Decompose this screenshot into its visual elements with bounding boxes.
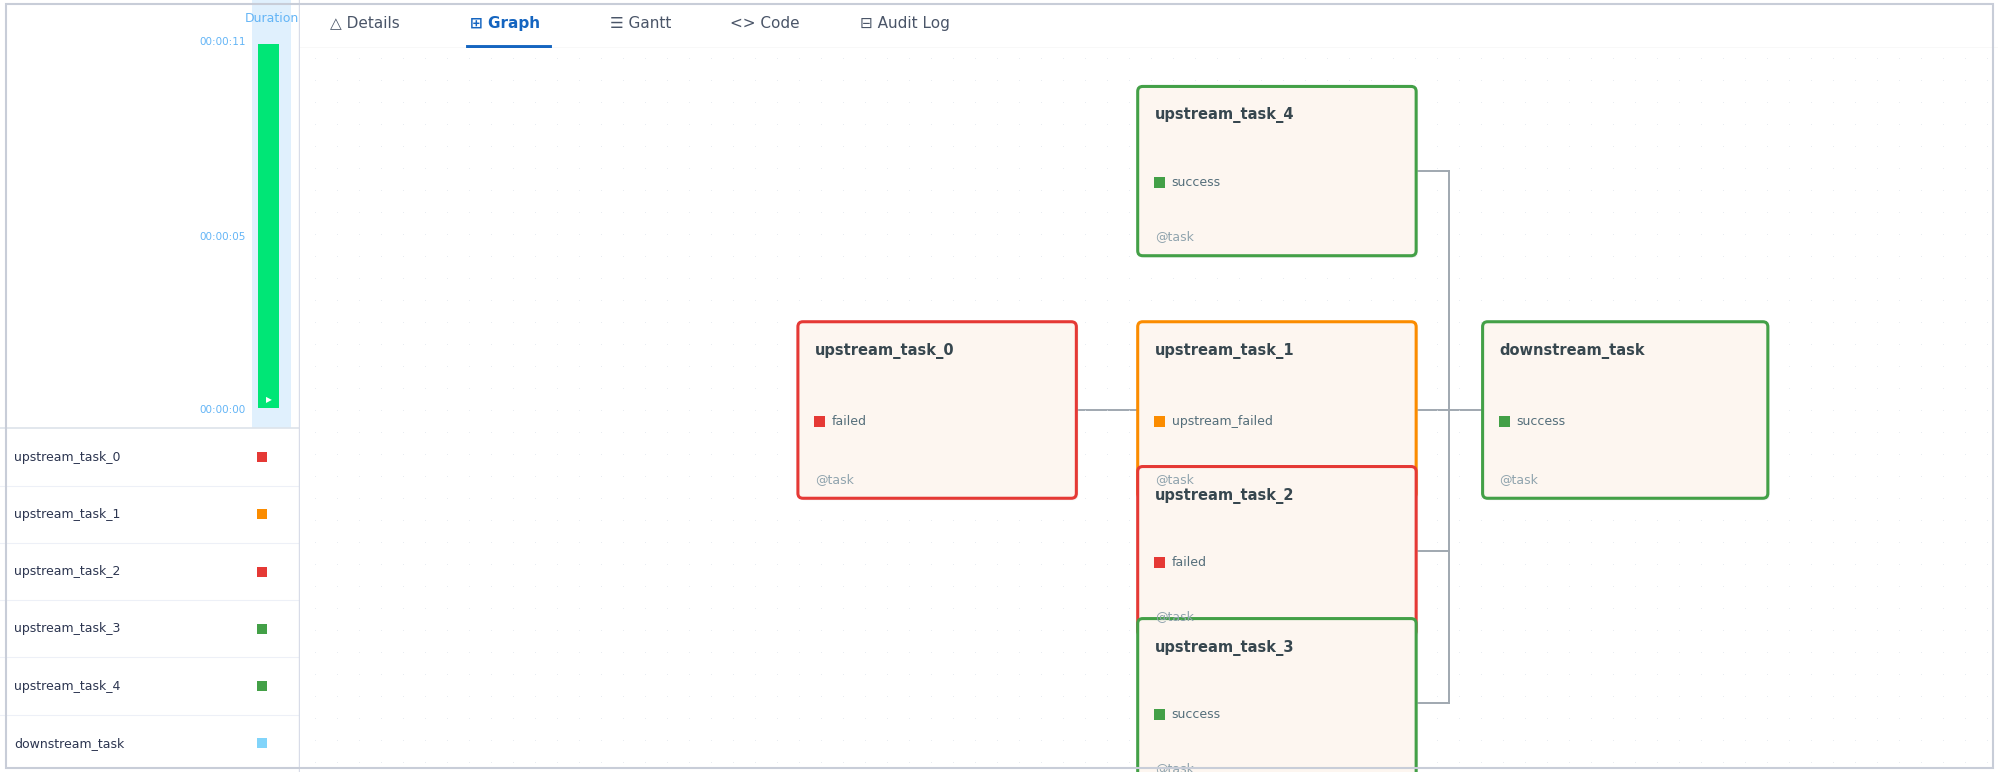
- FancyBboxPatch shape: [1139, 621, 1417, 772]
- Text: ⊞ Graph: ⊞ Graph: [470, 15, 539, 31]
- Text: upstream_task_3: upstream_task_3: [14, 622, 120, 635]
- FancyBboxPatch shape: [1485, 323, 1768, 500]
- Text: upstream_task_3: upstream_task_3: [1155, 639, 1293, 655]
- FancyBboxPatch shape: [799, 323, 1077, 500]
- Text: @task: @task: [815, 472, 853, 486]
- Text: upstream_task_1: upstream_task_1: [14, 508, 120, 521]
- Text: ☰ Gantt: ☰ Gantt: [609, 15, 671, 31]
- Text: upstream_task_0: upstream_task_0: [14, 451, 120, 464]
- Text: upstream_failed: upstream_failed: [1171, 415, 1273, 428]
- Text: failed: failed: [831, 415, 867, 428]
- FancyBboxPatch shape: [1139, 469, 1417, 638]
- Text: upstream_task_4: upstream_task_4: [1155, 107, 1293, 124]
- Text: ▶: ▶: [266, 395, 272, 405]
- FancyBboxPatch shape: [258, 624, 268, 634]
- FancyBboxPatch shape: [258, 681, 268, 691]
- Text: @task: @task: [1155, 611, 1193, 623]
- Text: failed: failed: [1171, 556, 1207, 569]
- Text: upstream_task_2: upstream_task_2: [1155, 488, 1293, 503]
- FancyBboxPatch shape: [258, 44, 280, 408]
- Text: success: success: [1171, 176, 1221, 188]
- FancyBboxPatch shape: [252, 0, 292, 428]
- Text: @task: @task: [1155, 230, 1193, 243]
- Text: 00:00:00: 00:00:00: [200, 405, 246, 415]
- Text: <> Code: <> Code: [729, 15, 799, 31]
- FancyBboxPatch shape: [1137, 86, 1415, 256]
- FancyBboxPatch shape: [1153, 709, 1165, 720]
- Text: upstream_task_2: upstream_task_2: [14, 565, 120, 578]
- FancyBboxPatch shape: [258, 510, 268, 520]
- Text: @task: @task: [1155, 763, 1193, 772]
- FancyBboxPatch shape: [1137, 322, 1415, 498]
- Text: △ Details: △ Details: [330, 15, 400, 31]
- FancyBboxPatch shape: [1153, 177, 1165, 188]
- Text: Duration: Duration: [244, 12, 298, 25]
- Text: @task: @task: [1155, 472, 1193, 486]
- FancyBboxPatch shape: [1498, 416, 1508, 427]
- Text: 00:00:05: 00:00:05: [200, 232, 246, 242]
- FancyBboxPatch shape: [258, 738, 268, 748]
- FancyBboxPatch shape: [1153, 557, 1165, 568]
- FancyBboxPatch shape: [258, 567, 268, 577]
- FancyBboxPatch shape: [797, 322, 1075, 498]
- Text: downstream_task: downstream_task: [14, 736, 124, 750]
- Text: @task: @task: [1498, 472, 1538, 486]
- FancyBboxPatch shape: [1483, 322, 1766, 498]
- Text: 00:00:11: 00:00:11: [200, 37, 246, 47]
- Text: ⊟ Audit Log: ⊟ Audit Log: [859, 15, 949, 31]
- FancyBboxPatch shape: [1137, 466, 1415, 636]
- FancyBboxPatch shape: [1153, 416, 1165, 427]
- Text: upstream_task_0: upstream_task_0: [815, 343, 955, 359]
- FancyBboxPatch shape: [813, 416, 825, 427]
- FancyBboxPatch shape: [1139, 89, 1417, 258]
- Text: upstream_task_1: upstream_task_1: [1155, 343, 1293, 359]
- Text: upstream_task_4: upstream_task_4: [14, 679, 120, 692]
- FancyBboxPatch shape: [1139, 323, 1417, 500]
- FancyBboxPatch shape: [1137, 618, 1415, 772]
- FancyBboxPatch shape: [258, 452, 268, 462]
- Text: success: success: [1516, 415, 1564, 428]
- Text: success: success: [1171, 708, 1221, 721]
- Text: downstream_task: downstream_task: [1498, 343, 1644, 359]
